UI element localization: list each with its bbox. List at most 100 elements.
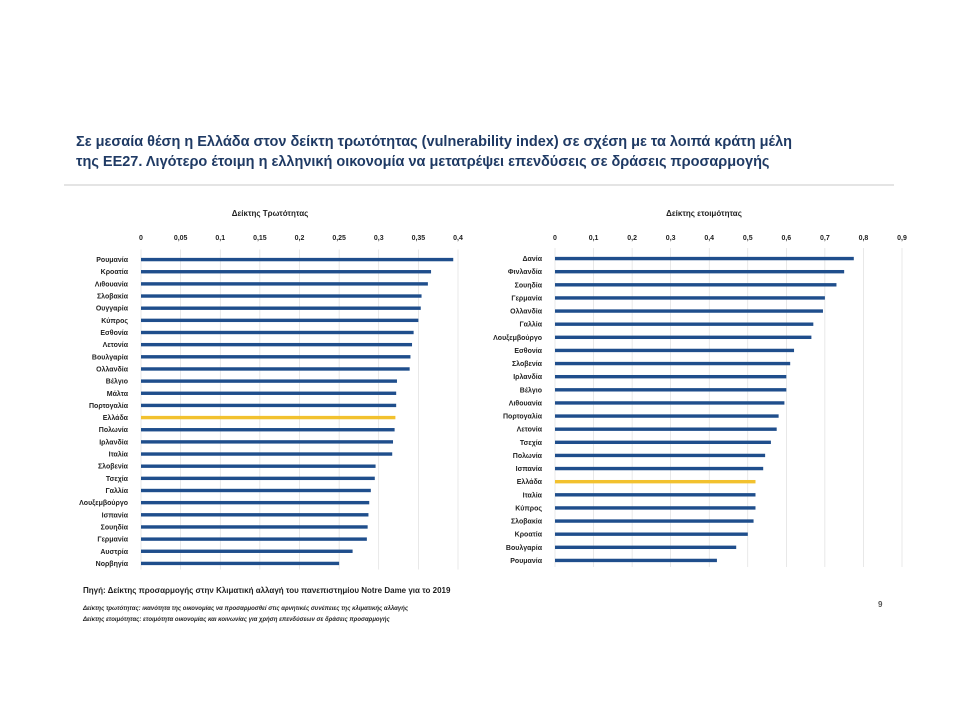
category-label: Σλοβενία: [98, 463, 129, 471]
category-label: Ρουμανία: [96, 257, 128, 264]
x-tick-label: 0: [139, 235, 143, 242]
category-label: Αυστρία: [100, 549, 128, 556]
bar: [555, 493, 756, 497]
slide-title: Σε μεσαία θέση η Ελλάδα στον δείκτη τρωτ…: [76, 132, 906, 172]
x-tick-label: 0,25: [332, 235, 346, 242]
category-label: Νορβηγία: [96, 561, 129, 568]
page-number: 9: [878, 600, 883, 609]
category-label: Ισπανία: [102, 512, 129, 519]
bar: [141, 355, 411, 359]
category-label: Εσθονία: [100, 330, 128, 337]
bar: [555, 388, 787, 392]
category-label: Ελλάδα: [103, 414, 129, 422]
category-label: Ιρλανδία: [513, 373, 542, 381]
x-tick-label: 0,2: [295, 235, 305, 242]
x-tick-label: 0,15: [253, 235, 267, 242]
bar: [141, 282, 428, 286]
bar: [141, 440, 394, 444]
category-label: Σουηδία: [515, 282, 543, 289]
x-tick-label: 0,5: [743, 235, 753, 242]
readiness-definition: Δείκτης ετοιμότητας: ετοιμότητα οικονομί…: [83, 617, 390, 623]
category-label: Βέλγιο: [520, 386, 542, 394]
category-label: Πορτογαλία: [89, 402, 129, 410]
category-label: Γερμανία: [97, 537, 128, 544]
bar: [141, 549, 353, 553]
title-line-2: της ΕΕ27. Λιγότερο έτοιμη η ελληνική οικ…: [76, 154, 770, 170]
readiness-chart-svg: Δείκτης ετοιμότητας 0 0,1 0,2 0,3 0,4 0,5 0,6 0,…: [493, 209, 907, 567]
chart-title: Δείκτης ετοιμότητας: [666, 209, 742, 218]
bar: [141, 428, 395, 432]
category-label: Βουλγαρία: [92, 353, 129, 361]
category-label: Πολωνία: [513, 452, 543, 460]
category-label: Μάλτα: [107, 390, 129, 398]
bar-highlight: [555, 479, 756, 484]
bar: [141, 391, 397, 395]
vulnerability-chart: Δείκτης Τρωτότητας 0 0,05 0,1 0,15 0,2 0,25 0,3…: [0, 200, 480, 580]
x-tick-label: 0,4: [453, 235, 463, 242]
category-label: Ισπανία: [516, 466, 543, 473]
bar: [555, 466, 764, 471]
category-label: Σλοβακία: [511, 518, 543, 526]
category-label: Κροατία: [101, 269, 129, 276]
bar: [141, 270, 432, 274]
category-label: Λετονία: [103, 342, 129, 349]
bar: [141, 342, 413, 347]
bar: [555, 361, 791, 366]
bar: [141, 257, 454, 262]
vulnerability-definition: Δείκτης τρωτότητας: ικανότητα της οικονο…: [83, 606, 409, 612]
bar: [555, 296, 825, 300]
category-label: Πολωνία: [99, 426, 129, 434]
bar: [555, 335, 812, 340]
category-label: Εσθονία: [514, 348, 542, 355]
category-label: Τσεχία: [106, 476, 129, 483]
x-tick-label: 0,1: [215, 235, 225, 242]
bar: [555, 309, 823, 313]
category-label: Γαλλία: [519, 321, 542, 329]
bar: [555, 427, 777, 431]
x-tick-label: 0,3: [666, 235, 676, 242]
category-label: Ιταλία: [523, 491, 543, 499]
vulnerability-chart-svg: Δείκτης Τρωτότητας 0 0,05 0,1 0,15 0,2 0,25 0,3…: [79, 209, 463, 570]
category-label: Φινλανδία: [508, 268, 543, 276]
x-tick-label: 0,4: [704, 235, 714, 242]
bar: [555, 558, 717, 563]
bar: [555, 506, 756, 510]
category-label: Κύπρος: [515, 505, 542, 512]
bar: [141, 403, 397, 408]
category-label: Σλοβενία: [512, 360, 543, 368]
bar: [555, 283, 837, 287]
bar: [141, 476, 375, 481]
x-tick-label: 0: [553, 235, 557, 242]
category-label: Ιταλία: [109, 451, 129, 459]
x-tick-label: 0,1: [589, 235, 599, 242]
category-label: Δανία: [523, 256, 543, 263]
x-tick-label: 0,8: [859, 235, 869, 242]
category-label: Κροατία: [515, 532, 543, 539]
bar: [555, 545, 737, 550]
category-label: Λουξεμβούργο: [79, 500, 128, 507]
category-label: Σουηδία: [101, 524, 129, 531]
bar: [141, 464, 376, 468]
bar: [141, 306, 421, 310]
category-label: Ολλανδία: [96, 365, 129, 373]
title-line-1: Σε μεσαία θέση η Ελλάδα στον δείκτη τρωτ…: [76, 134, 792, 150]
category-label: Γερμανία: [511, 295, 542, 302]
bar: [555, 256, 854, 261]
bar: [555, 374, 787, 379]
bar: [141, 513, 369, 517]
bar: [555, 532, 748, 536]
x-tick-label: 0,3: [374, 235, 384, 242]
source-note: Πηγή: Δείκτης προσαρμογής στην Κλιματική…: [83, 586, 451, 595]
x-tick-label: 0,35: [412, 235, 426, 242]
category-label: Κύπρος: [101, 318, 128, 325]
bar: [141, 294, 422, 298]
readiness-chart: Δείκτης ετοιμότητας 0 0,1 0,2 0,3 0,4 0,5 0,6 0,…: [470, 200, 940, 580]
category-label: Τσεχία: [520, 440, 543, 447]
x-tick-label: 0,9: [897, 235, 907, 242]
category-label: Ιρλανδία: [99, 438, 128, 446]
bar: [141, 452, 393, 456]
x-tick-label: 0,6: [781, 235, 791, 242]
bar: [555, 269, 845, 274]
category-label: Βουλγαρία: [506, 544, 543, 552]
category-label: Ρουμανία: [510, 558, 542, 565]
